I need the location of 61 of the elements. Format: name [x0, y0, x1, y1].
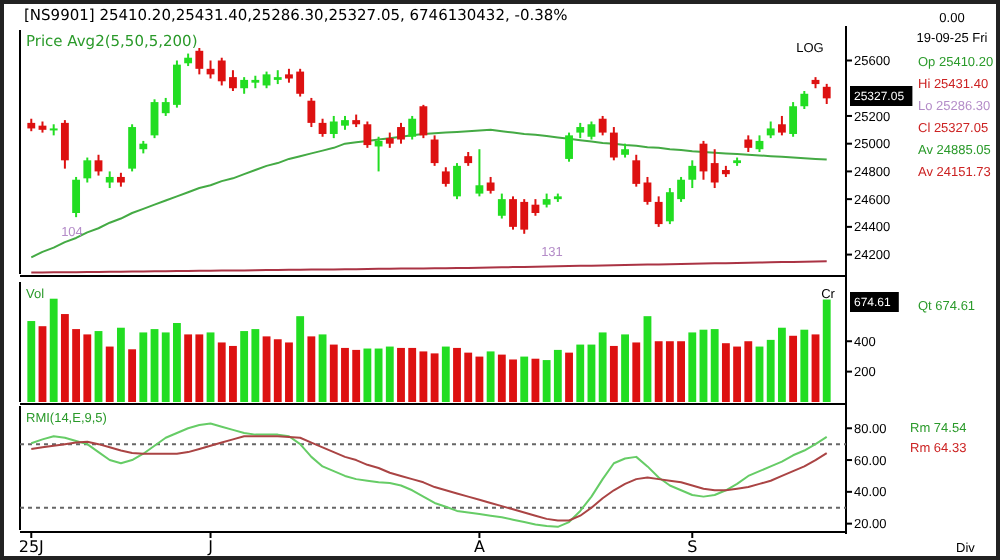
- bar: [430, 353, 439, 402]
- candlestick: [789, 101, 798, 138]
- candlestick: [374, 135, 383, 173]
- bar: [632, 342, 641, 402]
- bar: [105, 346, 114, 402]
- bar: [822, 299, 831, 402]
- bar: [38, 326, 47, 402]
- candlestick: [654, 195, 663, 228]
- candlestick: [60, 119, 69, 170]
- bar: [800, 329, 809, 402]
- candlestick: [822, 82, 831, 105]
- bar: [621, 334, 629, 402]
- bar: [486, 351, 495, 402]
- candlestick: [598, 114, 607, 137]
- bar: [576, 344, 585, 402]
- candlestick: [475, 148, 484, 198]
- bar: [565, 352, 573, 402]
- candlestick: [800, 90, 809, 111]
- x-tick-label: 25J: [18, 538, 44, 556]
- candlestick: [565, 131, 573, 163]
- bar: [27, 321, 36, 402]
- candlestick: [83, 156, 92, 184]
- bar: [296, 316, 305, 402]
- bar: [688, 332, 697, 402]
- bar: [520, 356, 529, 402]
- candlestick: [453, 162, 461, 201]
- x-tick-label: S: [687, 538, 698, 556]
- bar: [811, 334, 820, 402]
- candlestick: [497, 192, 506, 220]
- bar: [598, 332, 607, 402]
- bar: [363, 348, 372, 402]
- candlestick: [72, 175, 81, 219]
- x-tick-label: J: [206, 538, 213, 556]
- candlestick: [587, 120, 596, 141]
- bar: [710, 329, 719, 402]
- bar: [128, 349, 137, 402]
- line-series: [30, 128, 828, 259]
- bar: [609, 345, 618, 402]
- candlestick: [430, 134, 439, 167]
- bar: [262, 336, 271, 402]
- bar: [49, 298, 58, 402]
- bar: [307, 336, 316, 402]
- bar: [206, 332, 215, 402]
- x-tick-label: A: [473, 538, 486, 556]
- bar: [139, 332, 148, 402]
- candlestick: [419, 103, 428, 140]
- bar: [116, 327, 125, 402]
- candlestick: [441, 166, 450, 188]
- bar: [441, 346, 450, 402]
- candlestick: [777, 114, 786, 137]
- candlestick: [363, 120, 372, 149]
- candlestick: [632, 153, 641, 188]
- candlestick: [609, 126, 618, 162]
- candlestick: [408, 114, 417, 141]
- bar: [318, 334, 327, 402]
- candlestick: [195, 47, 204, 76]
- candlestick: [307, 96, 316, 129]
- line-series: [30, 422, 828, 528]
- line-series: [30, 435, 828, 522]
- candlestick: [688, 159, 697, 190]
- bar: [789, 335, 798, 402]
